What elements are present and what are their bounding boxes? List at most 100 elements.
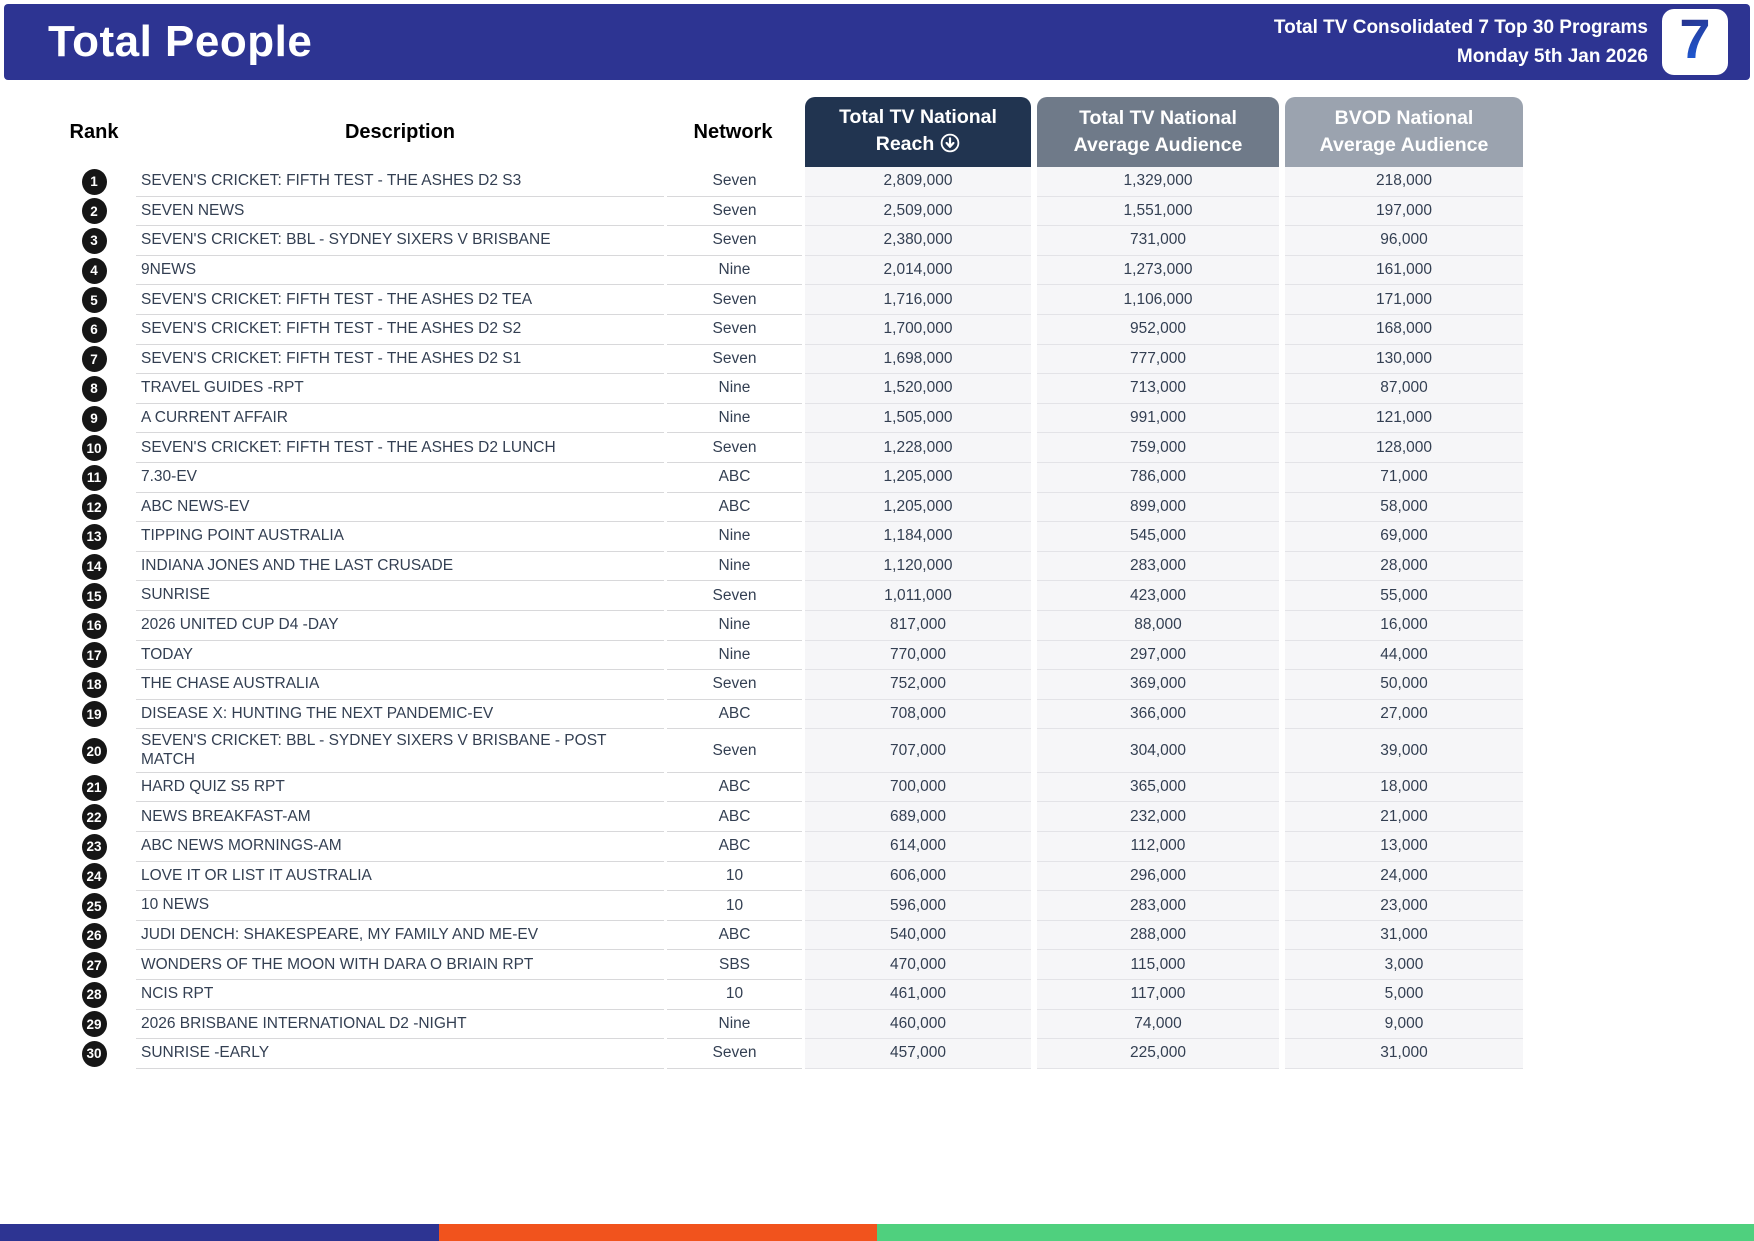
program-description: SEVEN NEWS [136,197,664,227]
table-row: 29 2026 BRISBANE INTERNATIONAL D2 -NIGHT… [52,1009,1526,1040]
bvod-audience-value: 69,000 [1285,522,1523,552]
circle-down-arrow-icon [940,133,960,161]
avg-audience-value: 225,000 [1037,1039,1279,1069]
rank-badge: 1 [81,168,107,195]
program-description: LOVE IT OR LIST IT AUSTRALIA [136,862,664,892]
program-description: SEVEN'S CRICKET: FIFTH TEST - THE ASHES … [136,285,664,315]
table-row: 13 TIPPING POINT AUSTRALIA Nine 1,184,00… [52,522,1526,552]
program-description: THE CHASE AUSTRALIA [136,670,664,700]
reach-value: 596,000 [805,891,1031,921]
table-body: 1 SEVEN'S CRICKET: FIFTH TEST - THE ASHE… [52,167,1526,1069]
reach-value: 2,014,000 [805,255,1031,286]
rank-badge: 30 [81,1040,107,1067]
bvod-audience-value: 16,000 [1285,610,1523,641]
program-network: ABC [667,832,802,862]
rank-badge: 19 [81,701,107,728]
bvod-audience-value: 168,000 [1285,314,1523,345]
footer-segment-orange [438,1224,877,1241]
program-network: Nine [667,256,802,286]
avg-audience-value: 759,000 [1037,433,1279,463]
page-title: Total People [48,17,313,66]
reach-value: 689,000 [805,802,1031,833]
footer-segment-green [877,1224,1754,1241]
bvod-audience-value: 44,000 [1285,640,1523,671]
reach-value: 606,000 [805,861,1031,892]
table-row: 21 HARD QUIZ S5 RPT ABC 700,000 365,000 … [52,772,1526,803]
program-network: Nine [667,404,802,434]
bvod-audience-value: 218,000 [1285,167,1523,197]
program-network: Nine [667,522,802,552]
reach-value: 614,000 [805,832,1031,862]
table-row: 6 SEVEN'S CRICKET: FIFTH TEST - THE ASHE… [52,314,1526,345]
program-description: A CURRENT AFFAIR [136,404,664,434]
program-network: Seven [667,167,802,197]
table-row: 19 DISEASE X: HUNTING THE NEXT PANDEMIC-… [52,699,1526,730]
program-network: 10 [667,891,802,921]
avg-audience-value: 365,000 [1037,772,1279,803]
program-network: Seven [667,729,802,773]
bvod-audience-value: 13,000 [1285,832,1523,862]
reach-value: 2,509,000 [805,196,1031,227]
avg-audience-value: 786,000 [1037,462,1279,493]
avg-audience-value: 713,000 [1037,374,1279,404]
rank-badge: 5 [81,287,107,314]
rank-badge: 17 [81,642,107,669]
column-header-total-tv-avg-audience[interactable]: Total TV National Average Audience [1037,97,1279,167]
bvod-audience-value: 9,000 [1285,1009,1523,1040]
bvod-audience-value: 31,000 [1285,1039,1523,1069]
program-description: 7.30-EV [136,463,664,493]
avg-audience-value: 115,000 [1037,950,1279,980]
rank-badge: 29 [81,1011,107,1038]
table-row: 18 THE CHASE AUSTRALIA Seven 752,000 369… [52,670,1526,700]
reach-value: 752,000 [805,670,1031,700]
program-network: ABC [667,802,802,833]
bvod-audience-value: 3,000 [1285,950,1523,980]
reach-value: 460,000 [805,1009,1031,1040]
program-description: TODAY [136,641,664,671]
bvod-audience-value: 171,000 [1285,285,1523,315]
program-network: ABC [667,463,802,493]
avg-audience-value: 304,000 [1037,729,1279,773]
program-description: HARD QUIZ S5 RPT [136,773,664,803]
column-header-rank: Rank [69,120,119,143]
rank-badge: 18 [81,671,107,698]
table-row: 22 NEWS BREAKFAST-AM ABC 689,000 232,000… [52,802,1526,833]
program-network: Nine [667,611,802,641]
program-description: JUDI DENCH: SHAKESPEARE, MY FAMILY AND M… [136,921,664,951]
rank-badge: 24 [81,863,107,890]
program-network: Seven [667,285,802,315]
column-header-bvod-avg-audience[interactable]: BVOD National Average Audience [1285,97,1523,167]
table-row: 26 JUDI DENCH: SHAKESPEARE, MY FAMILY AN… [52,920,1526,951]
avg-audience-value: 777,000 [1037,344,1279,375]
bvod-audience-value: 23,000 [1285,891,1523,921]
reach-value: 1,700,000 [805,314,1031,345]
program-description: SEVEN'S CRICKET: BBL - SYDNEY SIXERS V B… [136,226,664,256]
avg-audience-value: 74,000 [1037,1009,1279,1040]
reach-value: 1,184,000 [805,522,1031,552]
bvod-audience-value: 130,000 [1285,344,1523,375]
program-description: SEVEN'S CRICKET: FIFTH TEST - THE ASHES … [136,167,664,197]
table-row: 4 9NEWS Nine 2,014,000 1,273,000 161,000 [52,255,1526,286]
avg-audience-value: 366,000 [1037,699,1279,730]
program-network: Seven [667,670,802,700]
rank-badge: 11 [81,464,107,491]
rank-badge: 28 [81,981,107,1008]
program-network: ABC [667,493,802,523]
reach-value: 1,716,000 [805,285,1031,315]
table-row: 17 TODAY Nine 770,000 297,000 44,000 [52,640,1526,671]
program-network: Seven [667,581,802,611]
table-row: 7 SEVEN'S CRICKET: FIFTH TEST - THE ASHE… [52,344,1526,375]
program-network: ABC [667,700,802,730]
bvod-audience-value: 27,000 [1285,699,1523,730]
program-network: 10 [667,980,802,1010]
reach-value: 707,000 [805,729,1031,773]
program-network: Seven [667,345,802,375]
column-header-total-tv-reach[interactable]: Total TV National Reach [805,97,1031,167]
top30-table: Rank Description Network Total TV Nation… [52,97,1526,1069]
program-description: NEWS BREAKFAST-AM [136,802,664,833]
bvod-audience-value: 58,000 [1285,492,1523,523]
table-row: 12 ABC NEWS-EV ABC 1,205,000 899,000 58,… [52,492,1526,523]
bvod-audience-value: 31,000 [1285,920,1523,951]
bvod-audience-value: 50,000 [1285,670,1523,700]
reach-value: 457,000 [805,1039,1031,1069]
